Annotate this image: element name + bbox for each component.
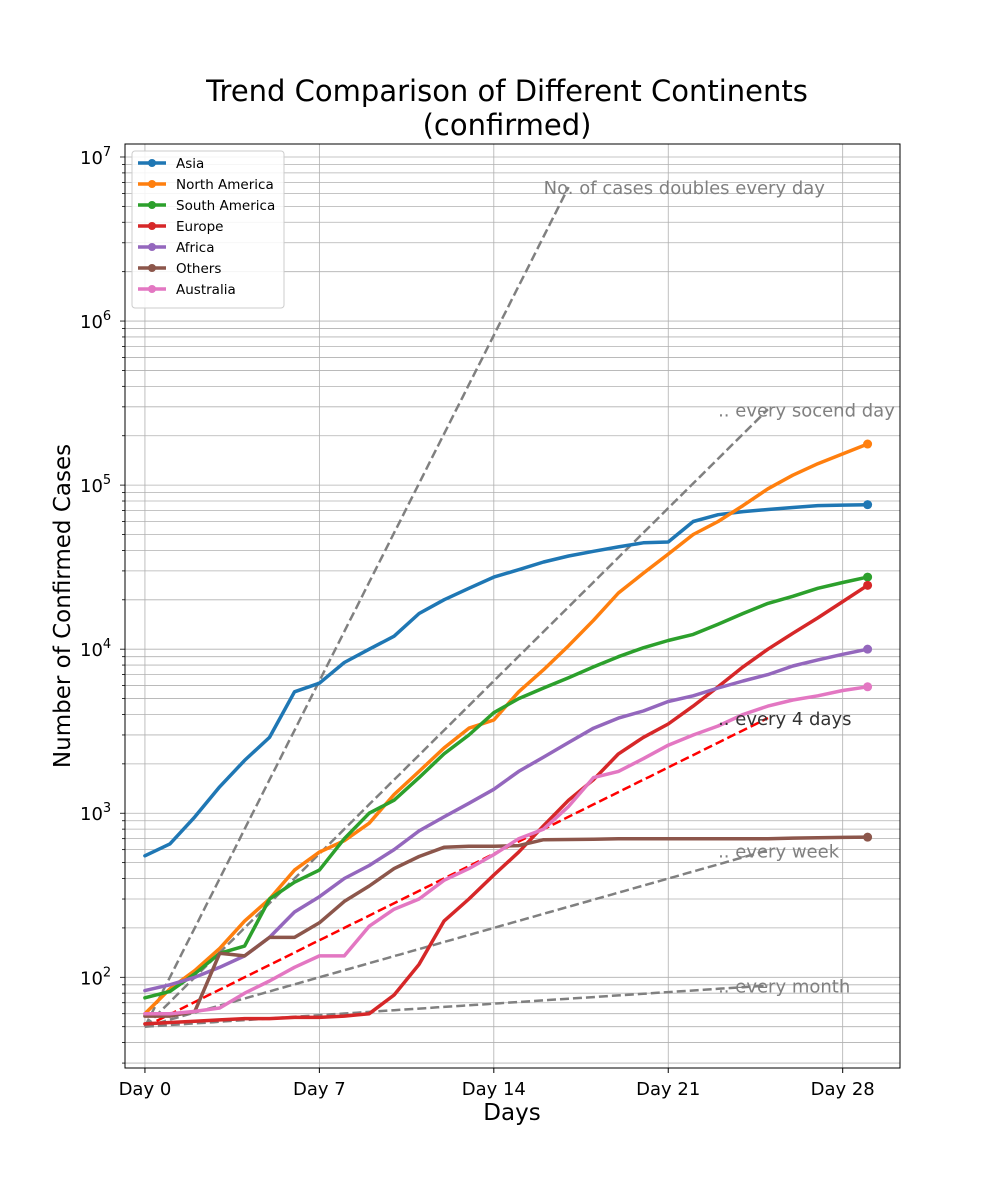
series-line (143, 685, 870, 1016)
series-line (143, 502, 870, 858)
series-endpoint-marker (863, 832, 873, 842)
legend-label: South America (176, 198, 275, 214)
y-axis-label: Number of Confirmed Cases (50, 444, 76, 768)
chart-title-line1: Trend Comparison of Different Continents (205, 74, 808, 108)
legend-label: North America (176, 177, 274, 193)
legend-swatch-marker (148, 243, 156, 251)
series-lines (143, 439, 873, 1026)
series-line (143, 647, 870, 993)
legend-swatch-marker (148, 222, 156, 230)
reference-lines (143, 186, 769, 1028)
reference-line-label: .. every 4 days (718, 709, 851, 730)
y-tick-label: 104 (80, 637, 111, 661)
y-tick-label: 105 (80, 473, 111, 497)
series-line (143, 583, 870, 1026)
series-endpoint-marker (863, 500, 873, 510)
grid-lines (125, 144, 900, 1068)
reference-line (143, 186, 570, 1028)
legend-label: Australia (176, 282, 236, 298)
legend-swatch-marker (148, 180, 156, 188)
y-tick-label: 103 (80, 801, 111, 825)
series-line (143, 575, 870, 1000)
y-tick-label: 106 (80, 309, 111, 333)
legend-label: Europe (176, 219, 223, 235)
reference-line-label: No. of cases doubles every day (544, 178, 826, 199)
reference-line-label: .. every month (718, 977, 850, 998)
legend-swatch-marker (148, 285, 156, 293)
reference-line-label: .. every week (718, 841, 840, 862)
plot-frame (124, 143, 901, 1069)
series-endpoint-marker (863, 580, 873, 590)
reference-annotations: No. of cases doubles every day .. every s… (544, 178, 896, 997)
series-endpoint-marker (863, 572, 873, 582)
y-tick-label: 102 (80, 965, 111, 989)
legend-label: Africa (176, 240, 215, 256)
x-tick-label: Day 14 (462, 1079, 526, 1100)
y-tick-label: 107 (80, 145, 111, 169)
x-tick-label: Day 21 (636, 1079, 700, 1100)
x-axis-label: Days (483, 1100, 540, 1126)
x-tick-label: Day 7 (293, 1079, 346, 1100)
series-endpoint-marker (863, 682, 873, 692)
reference-line (144, 716, 769, 1028)
reference-line (144, 849, 769, 1028)
legend-label: Asia (176, 156, 204, 172)
legend-box (131, 150, 285, 309)
chart-title-line2: (confirmed) (423, 108, 592, 142)
legend-swatch-marker (148, 201, 156, 209)
y-axis-ticks: 102 103 104 105 106 107 (80, 145, 125, 1064)
series-endpoint-marker (863, 439, 873, 449)
reference-line (144, 408, 769, 1028)
reference-line-label: .. every socend day (718, 400, 895, 421)
series-endpoint-marker (863, 644, 873, 654)
legend-swatch-marker (148, 159, 156, 167)
legend-label: Others (176, 261, 221, 277)
x-tick-label: Day 28 (811, 1079, 875, 1100)
x-axis-ticks: Day 0 Day 7 Day 14 Day 21 Day 28 (119, 1068, 875, 1100)
legend: Asia North America South America Europe Afri… (131, 150, 285, 309)
x-tick-label: Day 0 (119, 1079, 172, 1100)
legend-swatch-marker (148, 264, 156, 272)
